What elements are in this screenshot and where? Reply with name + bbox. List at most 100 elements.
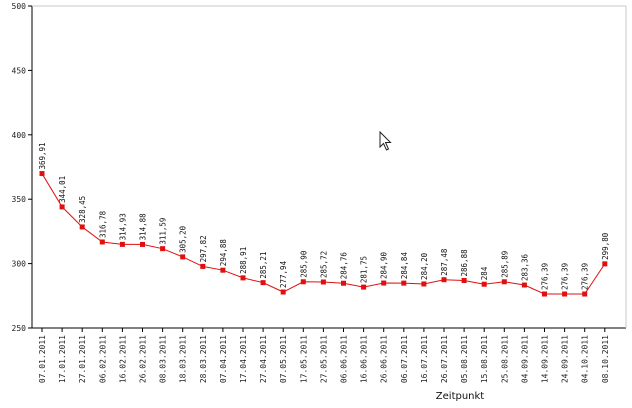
data-point: [79, 224, 85, 230]
data-point: [200, 263, 206, 269]
data-point: [180, 254, 186, 260]
x-tick-label: 07.01.2011: [38, 335, 47, 383]
data-point: [280, 289, 286, 295]
x-tick-label: 08.03.2011: [159, 335, 168, 383]
x-tick-label: 26.06.2011: [380, 335, 389, 383]
data-point: [461, 277, 467, 283]
data-point: [542, 291, 547, 297]
data-label: 285,89: [500, 251, 509, 278]
data-point: [521, 282, 527, 288]
x-tick-label: 26.07.2011: [440, 335, 449, 383]
x-tick-label: 26.02.2011: [139, 335, 148, 383]
x-axis-ticks: 07.01.2011 17.01.2011 27.01.2011 06.02.2011…: [38, 328, 610, 383]
data-point: [421, 281, 427, 287]
data-point: [160, 246, 166, 252]
data-label: 284,90: [380, 251, 389, 279]
data-label: 276,39: [581, 263, 590, 290]
x-tick-label: 25.08.2011: [500, 335, 509, 383]
x-tick-label: 06.06.2011: [340, 335, 349, 383]
data-point: [220, 267, 226, 273]
x-tick-label: 08.10.2011: [601, 335, 610, 383]
data-label: 287,48: [440, 248, 449, 276]
data-label: 311,59: [159, 218, 168, 245]
x-tick-label: 16.02.2011: [118, 335, 127, 383]
data-point: [501, 279, 507, 285]
data-label: 328,45: [78, 196, 87, 223]
data-label: 294,88: [219, 239, 228, 267]
x-tick-label: 04.09.2011: [520, 335, 529, 383]
data-label: 285,72: [319, 251, 328, 278]
x-tick-label: 18.03.2011: [179, 335, 188, 383]
data-point: [260, 280, 266, 286]
data-point: [99, 239, 105, 245]
data-label: 288,91: [239, 247, 248, 274]
x-tick-label: 17.04.2011: [239, 335, 248, 383]
x-tick-label: 05.08.2011: [460, 335, 469, 383]
x-tick-label: 28.03.2011: [199, 335, 208, 383]
data-label: 285,90: [299, 250, 308, 278]
data-label: 344,01: [58, 176, 67, 203]
data-label: 299,80: [601, 232, 610, 260]
plot-area: [32, 6, 626, 328]
y-tick-label: 300: [12, 260, 27, 269]
data-point: [39, 171, 45, 177]
y-tick-label: 400: [12, 131, 27, 140]
data-points: [39, 171, 608, 297]
y-tick-label: 450: [12, 66, 27, 75]
mouse-cursor-icon: [379, 130, 392, 151]
data-label: 297,82: [199, 235, 208, 262]
x-tick-label: 17.05.2011: [299, 335, 308, 383]
data-point: [361, 284, 367, 290]
data-label: 369,91: [38, 142, 47, 169]
x-tick-label: 27.01.2011: [78, 335, 87, 383]
data-point: [441, 277, 447, 283]
x-tick-label: 04.10.2011: [581, 335, 590, 383]
data-labels: 369,91 344,01 328,45 316,78 314,93 314,88 311,…: [38, 142, 610, 290]
data-label: 316,78: [98, 210, 107, 238]
x-tick-label: 06.02.2011: [98, 335, 107, 383]
x-tick-label: 27.04.2011: [259, 335, 268, 383]
x-axis-title: Zeitpunkt: [436, 391, 485, 402]
data-point: [481, 281, 487, 287]
data-point: [59, 204, 65, 210]
y-axis-ticks: 250 300 350 400 450 500: [12, 2, 32, 333]
x-tick-label: 27.05.2011: [319, 335, 328, 383]
x-tick-label: 07.04.2011: [219, 335, 228, 383]
y-tick-label: 250: [12, 324, 27, 333]
data-label: 286,88: [460, 249, 469, 277]
data-point: [341, 280, 346, 286]
data-label: 277,94: [279, 260, 288, 288]
data-label: 281,75: [360, 256, 369, 283]
x-tick-label: 06.07.2011: [400, 335, 409, 383]
data-label: 314,93: [118, 213, 127, 240]
x-tick-label: 17.01.2011: [58, 335, 67, 383]
x-tick-label: 24.09.2011: [561, 335, 570, 383]
y-tick-label: 350: [12, 195, 27, 204]
data-point: [381, 280, 387, 286]
data-point: [119, 241, 125, 247]
data-label: 284,20: [420, 252, 429, 280]
data-label: 305,20: [179, 225, 188, 253]
data-point: [140, 241, 145, 247]
data-point: [300, 279, 306, 285]
data-label: 285,21: [259, 252, 268, 279]
data-point: [240, 275, 246, 281]
data-point: [582, 291, 588, 297]
x-tick-label: 14.09.2011: [541, 335, 550, 383]
data-label: 314,88: [139, 213, 148, 241]
data-point: [602, 261, 608, 267]
data-label: 276,39: [561, 263, 570, 290]
data-label: 284,84: [400, 252, 409, 280]
data-label: 276,39: [541, 263, 550, 290]
data-point: [562, 291, 568, 297]
data-label: 284: [480, 266, 489, 280]
data-label: 283,36: [520, 253, 529, 281]
data-label: 284,76: [340, 252, 349, 280]
x-tick-label: 15.08.2011: [480, 335, 489, 383]
x-tick-label: 07.05.2011: [279, 335, 288, 383]
x-tick-label: 16.07.2011: [420, 335, 429, 383]
data-point: [401, 280, 407, 286]
y-tick-label: 500: [12, 2, 27, 11]
